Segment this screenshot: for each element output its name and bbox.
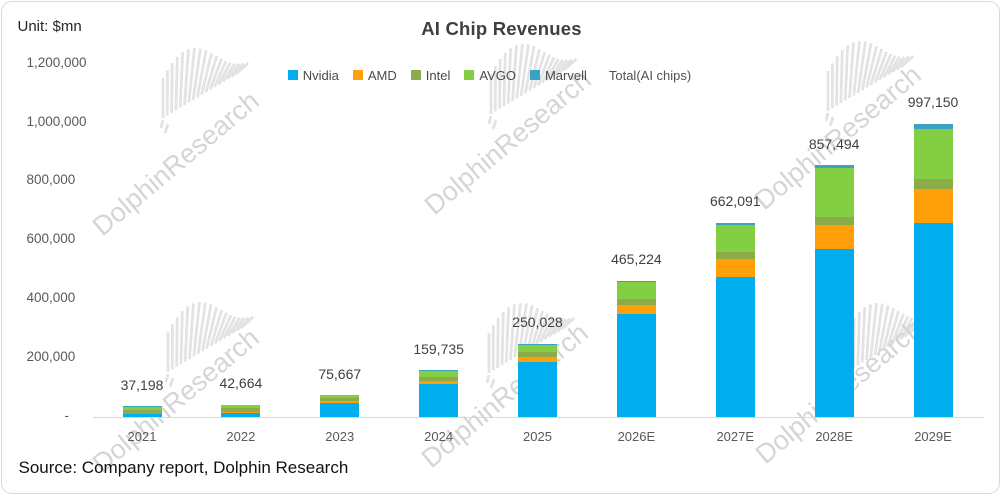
bar-segment-nvidia [518,362,557,418]
bar-segment-amd [221,412,261,413]
stacked-bar-2021 [122,406,162,418]
bar-total-label: 159,735 [413,340,464,357]
bar-segment-avgo [518,344,557,353]
legend: Nvidia AMD Intel AVGO Marvell Total(AI c… [2,67,990,83]
bar-segment-nvidia [419,383,459,418]
bar-segment-marvell [913,124,953,129]
x-tick-label: 2026E [617,429,656,444]
legend-item-marvell: Marvell [529,67,587,83]
legend-item-nvidia: Nvidia [287,67,339,83]
bar-segment-amd [715,259,755,277]
bar-total-label: 662,091 [709,193,761,210]
bar-segment-nvidia [715,277,755,418]
bar-segment-intel [913,178,953,189]
bar-segment-intel [419,377,459,381]
source-note: Source: Company report, Dolphin Research [18,457,349,477]
x-tick-label: 2025 [523,429,552,444]
legend-label-nvidia: Nvidia [302,67,339,83]
bar-segment-avgo [913,128,953,179]
x-tick-label: 2027E [716,429,755,444]
legend-item-intel: Intel [410,67,451,83]
x-tick-label: 2023 [325,429,355,444]
bar-total-label: 857,494 [808,135,860,152]
y-tick-label: 400,000 [26,290,76,306]
bar-segment-amd [913,188,953,224]
bar-segment-nvidia [616,314,656,418]
bar-segment-nvidia [221,412,261,418]
bar-segment-marvell [518,343,557,345]
chart-title: AI Chip Revenues [421,17,582,39]
bar-total-label: 42,664 [219,375,263,392]
bar-segment-marvell [814,165,854,169]
bar-segment-nvidia [320,403,360,418]
y-tick-label: 200,000 [26,348,76,364]
stacked-bar-2028E [814,165,854,418]
bar-segment-marvell [616,280,656,283]
bar-segment-amd [814,224,854,249]
bar-segment-avgo [221,405,261,408]
legend-item-amd: AMD [352,67,397,83]
legend-label-marvell: Marvell [544,67,587,83]
bar-total-label: 250,028 [512,314,563,331]
y-tick-label: 600,000 [26,231,76,247]
bar-segment-amd [616,304,656,315]
bar-segment-nvidia [913,223,953,418]
avgo-swatch-icon [464,70,475,80]
legend-label-amd: AMD [367,67,397,83]
stacked-bar-2026E [616,280,656,418]
bar-total-label: 465,224 [611,250,662,267]
nvidia-swatch-icon [287,70,298,80]
bar-segment-intel [122,409,162,414]
bar-segment-nvidia [122,414,162,418]
bar-total-label: 37,198 [120,376,164,393]
stacked-bar-2024 [419,370,459,418]
bar-total-label: 997,150 [907,94,959,111]
legend-label-avgo: AVGO [479,67,516,83]
bar-segment-amd [419,380,459,384]
bar-segment-intel [320,397,360,402]
bar-segment-avgo [715,224,755,253]
bar-total-label: 75,667 [318,365,362,382]
bar-segment-avgo [814,168,854,217]
bar-segment-intel [814,216,854,225]
x-tick-label: 2028E [815,429,853,444]
y-tick-label: 1,000,000 [26,113,87,129]
bar-segment-intel [715,252,755,260]
stacked-bar-2025 [518,343,557,418]
intel-swatch-icon [410,70,421,80]
x-tick-label: 2029E [914,429,952,444]
legend-item-total: Total(AI chips) [608,67,692,83]
stacked-bar-2029E [913,124,953,418]
bar-segment-avgo [616,282,656,299]
marvell-swatch-icon [529,70,540,80]
bar-segment-marvell [715,222,755,225]
bar-segment-marvell [419,370,459,372]
amd-swatch-icon [352,70,363,80]
bar-segment-amd [518,356,557,363]
x-tick-label: 2024 [424,429,454,444]
stacked-bar-2027E [715,222,755,418]
x-tick-label: 2021 [127,429,157,444]
bar-segment-intel [616,298,656,305]
y-tick-label: 800,000 [26,172,76,188]
stacked-bar-2022 [221,404,261,418]
bar-segment-intel [518,352,557,357]
legend-item-avgo: AVGO [464,68,516,83]
bar-segment-nvidia [814,248,854,418]
y-tick-label: - [64,407,70,423]
bar-segment-amd [320,401,360,404]
bar-segment-avgo [419,371,459,378]
bar-segment-avgo [122,406,162,410]
bar-segment-intel [221,407,261,413]
unit-label: Unit: $mn [17,17,82,35]
bar-segment-avgo [320,395,360,398]
legend-label-intel: Intel [425,67,451,83]
stacked-bar-2023 [320,395,360,418]
x-tick-label: 2022 [226,429,256,444]
y-tick-label: 1,200,000 [26,54,87,70]
